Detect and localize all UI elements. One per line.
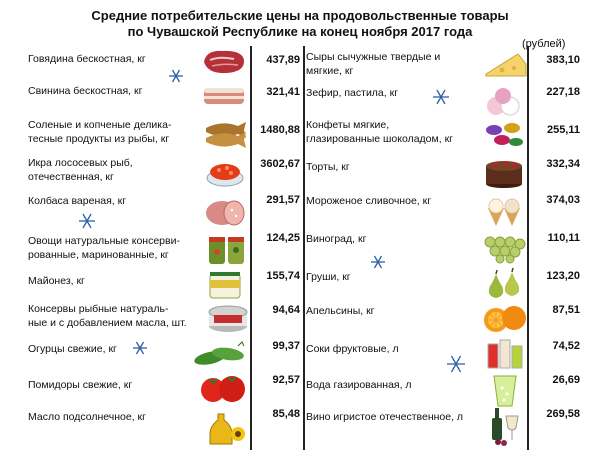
oranges-icon bbox=[484, 306, 526, 332]
sausage-icon bbox=[206, 200, 245, 226]
item-name: Торты, кг bbox=[306, 161, 350, 173]
price-value: 1480,88 bbox=[260, 124, 300, 136]
item-name: Огурцы свежие, кг bbox=[28, 343, 117, 355]
left-price-list: Говядина бескостная, кг Свинина бескостн… bbox=[28, 46, 250, 450]
item-name: Свинина бескостная, кг bbox=[28, 85, 143, 97]
price-value: 74,52 bbox=[552, 340, 580, 352]
item-name: Зефир, пастила, кг bbox=[306, 87, 399, 99]
page-title: Средние потребительские цены на продовол… bbox=[80, 8, 520, 40]
snowflake-icon bbox=[371, 255, 385, 269]
price-value: 92,57 bbox=[272, 374, 300, 386]
pork-icon bbox=[204, 88, 244, 104]
price-value: 85,48 bbox=[272, 408, 300, 420]
item-name: Мороженое сливочное, кг bbox=[306, 195, 432, 207]
column-divider bbox=[250, 46, 252, 450]
pears-icon bbox=[488, 268, 520, 298]
item-name: Консервы рыбные натураль-ные и с добавле… bbox=[28, 303, 187, 329]
cheese-icon bbox=[485, 53, 527, 77]
grapes-icon bbox=[484, 236, 526, 264]
item-name: Майонез, кг bbox=[28, 275, 85, 287]
cucumber-icon bbox=[194, 341, 245, 365]
item-name: Виноград, кг bbox=[306, 233, 367, 245]
tomato-icon bbox=[201, 376, 245, 402]
canned-fish-icon bbox=[208, 305, 248, 332]
price-value: 269,58 bbox=[546, 408, 580, 420]
caviar-icon bbox=[206, 164, 244, 187]
beef-icon bbox=[204, 50, 245, 74]
candy-icon bbox=[486, 123, 523, 146]
price-value: 255,11 bbox=[546, 124, 580, 136]
price-value: 155,74 bbox=[266, 270, 300, 282]
item-name: Вода газированная, л bbox=[306, 379, 412, 391]
cake-icon bbox=[486, 161, 522, 188]
price-value: 124,25 bbox=[266, 232, 300, 244]
price-value: 374,03 bbox=[546, 194, 580, 206]
unit-label: (рублей) bbox=[522, 38, 566, 50]
snowflake-icon bbox=[433, 89, 449, 105]
price-value: 3602,67 bbox=[260, 158, 300, 170]
price-value: 94,64 bbox=[272, 304, 300, 316]
item-name: Конфеты мягкие, глазированные шоколадом, … bbox=[306, 119, 453, 145]
snowflake-icon bbox=[169, 69, 183, 83]
smoked-fish-icon bbox=[206, 122, 246, 148]
item-name: Масло подсолнечное, кг bbox=[28, 411, 146, 423]
right-price-list: Сыры сычужные твердые и мягкие, кг Зефир,… bbox=[306, 46, 592, 450]
item-name: Колбаса вареная, кг bbox=[28, 195, 127, 207]
price-value: 291,57 bbox=[266, 194, 300, 206]
ice-cream-icon bbox=[488, 198, 520, 226]
column-divider bbox=[527, 46, 529, 450]
item-name: Икра лососевых рыб, отечественная, кг bbox=[28, 157, 133, 183]
price-value: 110,11 bbox=[547, 232, 580, 244]
mayonnaise-icon bbox=[209, 272, 241, 299]
price-value: 26,69 bbox=[552, 374, 580, 386]
price-value: 437,89 bbox=[266, 54, 300, 66]
price-value: 383,10 bbox=[546, 54, 580, 66]
price-value: 87,51 bbox=[552, 304, 580, 316]
item-name: Овощи натуральные консерви-рованные, мар… bbox=[28, 235, 180, 261]
price-value: 332,34 bbox=[546, 158, 580, 170]
item-name: Соки фруктовые, л bbox=[306, 343, 399, 355]
item-name: Вино игристое отечественное, л bbox=[306, 411, 464, 423]
item-name: Говядина бескостная, кг bbox=[28, 53, 146, 65]
item-name: Помидоры свежие, кг bbox=[28, 379, 133, 391]
juice-icon bbox=[487, 339, 523, 369]
item-name: Апельсины, кг bbox=[306, 305, 375, 317]
price-value: 99,37 bbox=[272, 340, 300, 352]
title-line-1: Средние потребительские цены на продовол… bbox=[91, 8, 509, 23]
snowflake-icon bbox=[79, 213, 95, 229]
snowflake-icon bbox=[447, 355, 465, 373]
item-name: Сыры сычужные твердые и мягкие, кг bbox=[306, 51, 441, 77]
sunflower-oil-icon bbox=[209, 413, 245, 445]
item-name: Груши, кг bbox=[306, 271, 351, 283]
column-divider bbox=[303, 46, 305, 450]
price-value: 321,41 bbox=[266, 86, 300, 98]
price-value: 123,20 bbox=[546, 270, 580, 282]
price-value: 227,18 bbox=[546, 86, 580, 98]
sparkling-wine-icon bbox=[492, 408, 519, 446]
soda-water-icon bbox=[493, 375, 517, 407]
marshmallow-icon bbox=[487, 88, 520, 116]
title-line-2: по Чувашской Республике на конец ноября … bbox=[127, 24, 473, 39]
snowflake-icon bbox=[133, 341, 147, 355]
item-name: Соленые и копченые делика-тесные продукт… bbox=[28, 119, 172, 145]
pickles-jar-icon bbox=[209, 237, 244, 264]
